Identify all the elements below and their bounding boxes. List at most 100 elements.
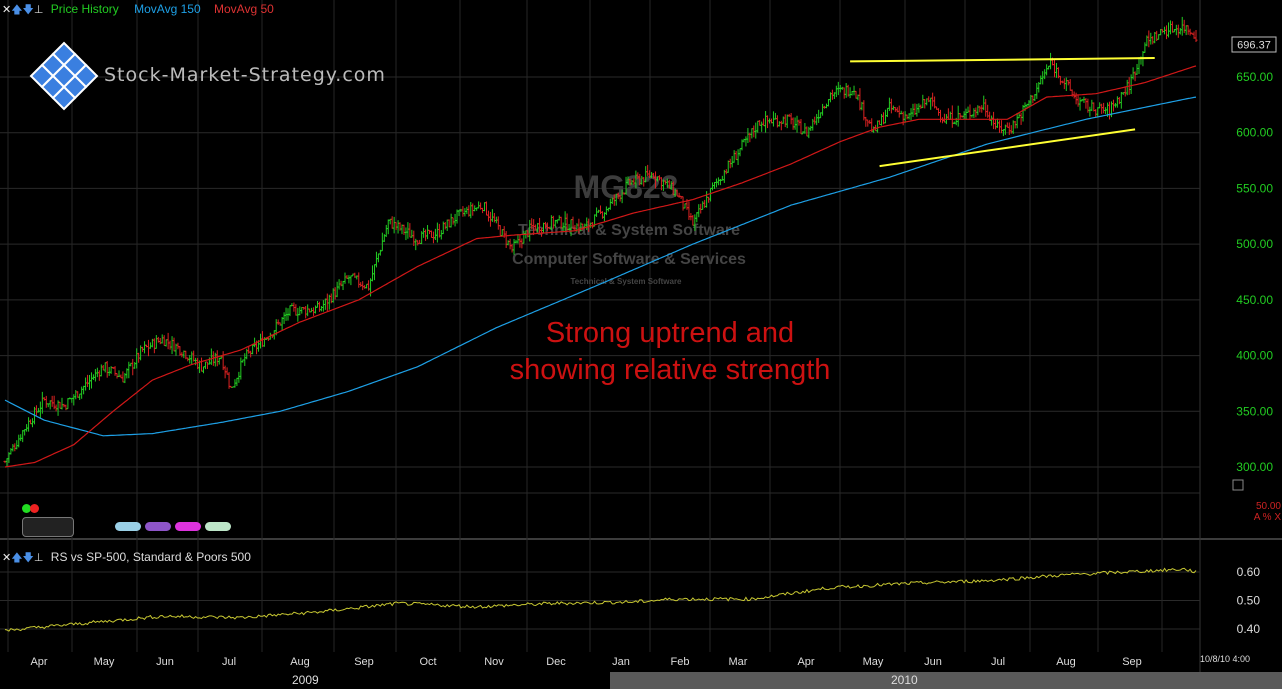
price-bar (1180, 16, 1184, 36)
price-bar (349, 275, 353, 286)
price-bar (312, 307, 316, 316)
price-bar (426, 225, 430, 240)
rs-series-line (4, 567, 1197, 632)
price-bar (858, 88, 862, 111)
arrow-up-icon[interactable]: 🡅 (11, 4, 23, 16)
arrow-down-icon[interactable]: 🡇 (22, 552, 34, 564)
price-bar (477, 201, 481, 209)
year-label-2009: 2009 (292, 673, 319, 687)
green-dot-icon[interactable] (22, 504, 31, 513)
red-dot-icon[interactable] (30, 504, 39, 513)
resistance-trendline (850, 57, 1155, 63)
price-bar (288, 305, 292, 317)
scroll-down-icon[interactable] (1232, 479, 1244, 491)
price-bar (17, 434, 21, 448)
price-bar (815, 113, 819, 126)
price-bar (817, 109, 821, 123)
price-bar (40, 391, 44, 414)
price-bar (992, 111, 996, 130)
price-bar (834, 85, 838, 98)
price-bar (133, 362, 137, 369)
price-bar (1111, 99, 1115, 112)
logo: Stock-Market-Strategy.com (29, 41, 385, 111)
color-pill-magenta[interactable] (175, 522, 201, 531)
price-bar (1005, 122, 1009, 128)
price-bar (143, 341, 147, 354)
price-bar (237, 371, 241, 383)
logo-mark (29, 41, 99, 111)
price-bar (469, 202, 473, 219)
annotation-line1: Strong uptrend and (546, 317, 794, 349)
price-bar (762, 118, 766, 127)
price-bar (449, 213, 453, 228)
tool-button[interactable] (22, 517, 74, 537)
price-bar (854, 90, 858, 99)
price-bar (148, 342, 152, 349)
price-bar (919, 104, 923, 109)
price-bar (1176, 24, 1180, 38)
price-bar (880, 113, 884, 126)
arrow-down-icon[interactable]: 🡇 (22, 4, 34, 16)
x-tick-label: Jun (924, 656, 942, 668)
price-bar (239, 357, 243, 380)
price-bar (402, 224, 406, 235)
price-bar (445, 219, 449, 231)
x-tick-label: Nov (484, 656, 504, 668)
price-bar (107, 366, 111, 376)
price-bar (372, 264, 376, 281)
last-price-box (1231, 36, 1277, 53)
price-bar (343, 272, 347, 284)
y-tick-label: 450.00 (1236, 293, 1273, 307)
y-tick-label: 550.00 (1236, 181, 1273, 195)
price-bar (968, 104, 972, 120)
price-bar (202, 366, 205, 374)
price-bar (168, 340, 172, 350)
price-bar (396, 220, 400, 234)
price-bar (1182, 19, 1186, 34)
close-icon[interactable]: ✕ (2, 4, 12, 16)
color-pill-purple[interactable] (145, 522, 171, 531)
price-bar (335, 281, 339, 298)
price-bar (162, 335, 166, 347)
price-bar (604, 206, 608, 216)
price-bar (1015, 112, 1019, 129)
pin-icon[interactable]: ⊥ (33, 552, 44, 564)
price-bar (439, 230, 443, 240)
price-bar (950, 105, 954, 128)
price-bar (744, 136, 748, 147)
price-bar (1168, 20, 1172, 35)
price-bar (406, 222, 410, 239)
price-bar (492, 212, 496, 223)
price-bar (38, 401, 42, 419)
watermark-line3: Technical & System Software (571, 277, 683, 286)
price-bar (215, 350, 219, 367)
price-bar (966, 106, 970, 113)
price-bar (789, 113, 793, 125)
color-pill-mint[interactable] (205, 522, 231, 531)
close-icon[interactable]: ✕ (2, 552, 12, 564)
price-bar (948, 111, 952, 120)
price-bar (121, 371, 125, 383)
annotation-line2: showing relative strength (510, 354, 831, 386)
legend-ma50: MovAvg 50 (213, 2, 274, 16)
color-pill-blue[interactable] (115, 522, 141, 531)
price-bar (711, 182, 715, 191)
x-tick-label: Mar (729, 656, 748, 668)
top-legend: ✕🡅🡇⊥ Price History MovAvg 150 MovAvg 50 (2, 1, 274, 20)
price-bar (99, 364, 103, 377)
pin-icon[interactable]: ⊥ (33, 4, 44, 16)
price-bar (251, 344, 255, 355)
price-bar (64, 404, 68, 411)
price-bar (374, 251, 378, 268)
price-bar (946, 108, 950, 120)
watermark-line2: Computer Software & Services (512, 251, 746, 268)
x-tick-label: Jun (156, 656, 174, 668)
arrow-up-icon[interactable]: 🡅 (11, 552, 23, 564)
price-bar (1123, 86, 1127, 97)
price-bar (1090, 99, 1094, 112)
price-bar (1035, 82, 1039, 99)
price-bar (1019, 112, 1023, 125)
price-bar (1045, 64, 1049, 76)
price-bar (1102, 102, 1106, 114)
